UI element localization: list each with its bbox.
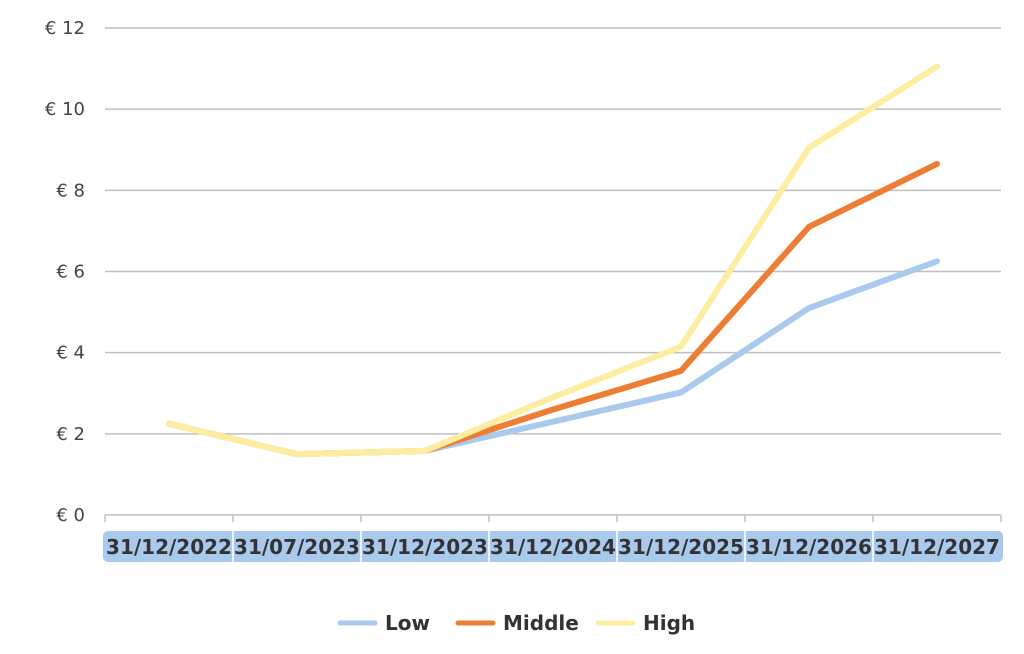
- legend-label-low: Low: [385, 611, 430, 635]
- legend: Low Middle High: [337, 611, 695, 635]
- y-tick-label: € 4: [56, 343, 85, 364]
- y-tick-label: € 8: [56, 180, 85, 201]
- y-tick-label: € 2: [56, 424, 85, 445]
- series-line-low: [166, 258, 940, 458]
- series-line-high-overlap: [166, 420, 428, 458]
- category-band: [103, 531, 1003, 562]
- x-tick-label: 31/12/2025: [618, 535, 744, 559]
- y-axis-tick-labels: € 0 € 2 € 4 € 6 € 8 € 10 € 12: [45, 18, 85, 526]
- x-tick-label: 31/12/2023: [362, 535, 488, 559]
- x-axis: 31/12/2022 31/07/2023 31/12/2023 31/12/2024…: [103, 515, 1003, 562]
- y-tick-label: € 12: [45, 18, 85, 39]
- legend-label-middle: Middle: [503, 611, 579, 635]
- x-tick-label: 31/12/2026: [746, 535, 872, 559]
- x-tick-label: 31/12/2027: [874, 535, 1000, 559]
- y-tick-label: € 0: [56, 505, 85, 526]
- x-tick-label: 31/12/2022: [106, 535, 232, 559]
- x-tick-label: 31/07/2023: [234, 535, 360, 559]
- y-tick-label: € 10: [45, 99, 85, 120]
- gridlines: [105, 27, 1001, 516]
- legend-label-high: High: [643, 611, 695, 635]
- series-line-middle: [166, 160, 940, 458]
- x-tick-label: 31/12/2024: [490, 535, 616, 559]
- series-line-high: [166, 63, 940, 458]
- series-lines: [166, 63, 940, 458]
- y-tick-label: € 6: [56, 262, 85, 283]
